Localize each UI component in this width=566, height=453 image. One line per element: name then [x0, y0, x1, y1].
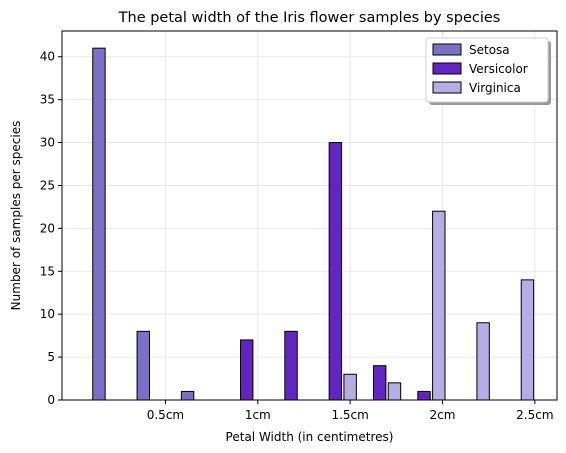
bar-setosa	[180, 390, 195, 401]
x-tick-label: 0.5cm	[147, 408, 184, 422]
y-tick-label: 30	[40, 136, 55, 150]
legend-label-versicolor: Versicolor	[469, 62, 528, 76]
y-tick-label: 35	[40, 93, 55, 107]
legend: Setosa Versicolor Virginica	[425, 37, 551, 105]
legend-swatch-virginica	[432, 81, 462, 94]
y-tick-label: 15	[40, 264, 55, 278]
bar-virginica	[520, 279, 535, 401]
bar-virginica	[476, 322, 490, 401]
bar-setosa	[136, 330, 150, 401]
y-tick-label: 40	[40, 50, 55, 64]
y-tick-label: 20	[40, 221, 55, 235]
y-tick-label: 10	[40, 307, 55, 321]
bar-versicolor	[328, 142, 343, 401]
x-tick-label: 1cm	[245, 408, 271, 422]
x-tick-label: 2cm	[430, 408, 456, 422]
y-axis-title: Number of samples per species	[9, 121, 23, 311]
bar-virginica	[343, 373, 357, 401]
bar-setosa	[92, 47, 106, 401]
bar-versicolor	[239, 339, 254, 401]
y-tick-label: 25	[40, 178, 55, 192]
y-tick-label: 5	[47, 350, 55, 364]
x-axis-ticks: 0.5cm 1cm 1.5cm 2cm 2.5cm	[147, 400, 554, 422]
y-axis-ticks: 0 5 10 15 20 25 30 35 40	[40, 50, 62, 407]
x-axis-title: Petal Width (in centimetres)	[226, 430, 394, 444]
chart-title: The petal width of the Iris flower sampl…	[118, 10, 501, 26]
legend-label-virginica: Virginica	[469, 81, 521, 95]
x-tick-label: 2.5cm	[516, 408, 553, 422]
plot-frame	[61, 30, 558, 401]
legend-label-setosa: Setosa	[469, 43, 510, 57]
bar-versicolor	[417, 390, 431, 401]
bar-versicolor	[372, 365, 387, 401]
y-tick-label: 0	[47, 393, 55, 407]
bar-virginica	[387, 382, 402, 401]
legend-swatch-versicolor	[432, 62, 462, 75]
x-tick-label: 1.5cm	[331, 408, 368, 422]
bar-virginica	[432, 210, 446, 401]
legend-swatch-setosa	[432, 43, 462, 56]
bar-versicolor	[284, 330, 298, 401]
